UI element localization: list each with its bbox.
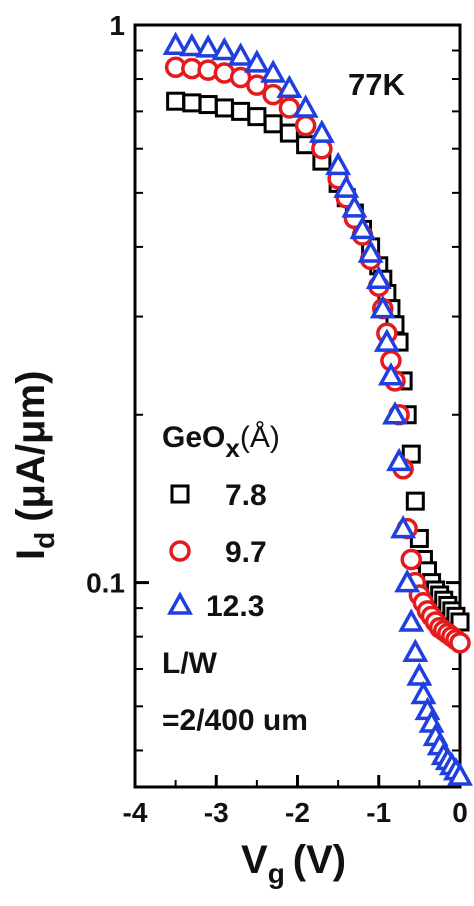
data-point-triangle	[394, 569, 421, 593]
data-point-triangle	[308, 119, 335, 143]
data-point-triangle	[390, 514, 417, 539]
x-tick-label: -2	[285, 797, 310, 828]
series-layer	[162, 31, 473, 786]
data-point-square	[279, 123, 299, 143]
x-axis-symbol: V	[241, 838, 268, 882]
temperature-annotation: 77K	[348, 67, 405, 102]
data-point-square	[231, 101, 251, 121]
legend-marker-triangle	[167, 591, 193, 615]
data-point-triangle	[365, 265, 392, 289]
legend-title-main: GeO	[162, 421, 225, 454]
data-point-triangle	[243, 49, 270, 73]
lw-note-line2: =2/400 um	[162, 704, 308, 737]
legend-marker-square	[170, 484, 190, 504]
data-point-triangle	[333, 174, 360, 198]
x-axis-title: Vg (V)	[241, 838, 346, 889]
series-square	[166, 91, 470, 632]
x-axis-sub: g	[268, 858, 285, 889]
data-point-square	[263, 114, 283, 134]
y-tick-label: 0.1	[86, 568, 125, 599]
legend-label-7-8: 7.8	[225, 479, 267, 512]
data-point-triangle	[406, 662, 433, 686]
y-axis-unit: (μA/μm)	[9, 371, 53, 522]
data-point-triangle	[162, 31, 189, 55]
x-tick-label: -4	[123, 797, 148, 828]
data-point-triangle	[373, 328, 400, 352]
data-point-triangle	[211, 36, 238, 61]
legend-label-9-7: 9.7	[225, 536, 267, 569]
data-point-triangle	[377, 362, 404, 386]
data-point-triangle	[447, 762, 473, 786]
data-point-triangle	[410, 680, 437, 705]
y-axis-title: Id (μA/μm)	[9, 371, 60, 560]
data-point-triangle	[195, 34, 222, 58]
data-point-triangle	[357, 239, 384, 263]
data-point-triangle	[402, 638, 429, 663]
data-point-triangle	[382, 401, 408, 425]
data-point-square	[214, 98, 234, 118]
legend-title-sub: x	[225, 433, 240, 463]
x-tick-label: 0	[452, 797, 468, 828]
data-point-square	[198, 95, 218, 115]
legend-marker-circle	[169, 540, 191, 562]
data-point-triangle	[227, 42, 254, 66]
data-point-square	[405, 491, 425, 511]
data-point-circle	[449, 632, 471, 654]
legend-title-unit: (Å)	[240, 421, 280, 454]
legend-label-12-3: 12.3	[206, 590, 264, 623]
y-tick-label: 1	[109, 10, 125, 41]
lw-note-line1: L/W	[162, 647, 218, 680]
y-axis-symbol: I	[9, 549, 53, 560]
data-point-circle	[294, 114, 317, 137]
data-point-triangle	[325, 151, 352, 176]
data-point-triangle	[349, 215, 376, 240]
x-tick-label: -3	[204, 797, 229, 828]
data-point-triangle	[386, 447, 413, 472]
legend-title: GeOx(Å)	[162, 421, 280, 463]
series-triangle	[162, 31, 473, 786]
data-point-triangle	[292, 94, 319, 118]
x-axis-unit: (V)	[293, 838, 346, 882]
data-point-square	[166, 91, 186, 111]
data-point-triangle	[260, 59, 287, 83]
data-point-circle	[400, 548, 422, 571]
data-point-triangle	[341, 194, 368, 218]
data-point-triangle	[178, 32, 205, 57]
data-point-triangle	[398, 608, 425, 632]
data-point-square	[182, 93, 202, 113]
axis-ticks: -4 -3 -2 -1 0 0.1 1	[86, 10, 468, 828]
data-point-triangle	[369, 295, 396, 319]
data-point-square	[247, 107, 267, 127]
data-point-triangle	[276, 74, 303, 99]
legend	[167, 484, 193, 615]
x-tick-label: -1	[366, 797, 391, 828]
y-axis-sub: d	[29, 532, 60, 549]
